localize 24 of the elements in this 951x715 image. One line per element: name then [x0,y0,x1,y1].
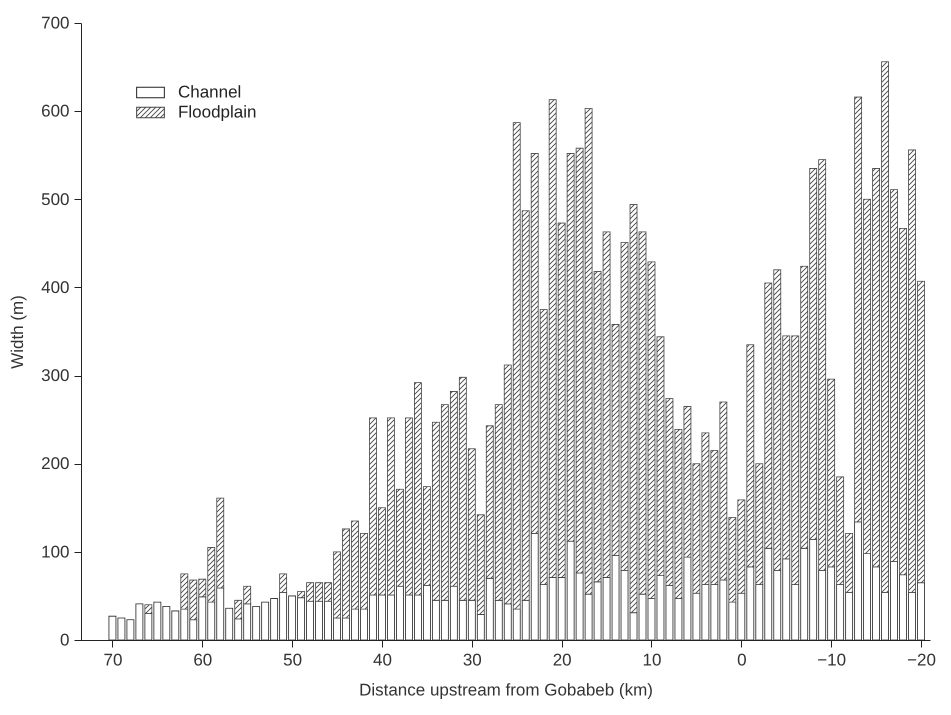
y-tick-label: 500 [41,190,70,209]
x-tick-label: 40 [373,650,392,670]
x-tick-label: 10 [642,650,662,670]
x-tick-label: 20 [552,650,572,670]
y-tick-label: 700 [41,14,70,32]
legend-label: Floodplain [178,102,256,122]
x-tick-label: −20 [907,650,936,670]
x-tick-label: −10 [817,650,846,670]
y-tick-label: 400 [41,278,70,297]
y-tick-label: 600 [41,102,70,121]
x-axis-title: Distance upstream from Gobabeb (km) [359,680,653,700]
y-tick-label: 300 [41,366,70,386]
legend-label: Channel [178,82,242,102]
x-tick-label: 60 [193,650,212,670]
x-tick-label: 70 [103,650,122,670]
y-tick-label: 0 [60,630,70,650]
x-tick-label: 50 [283,650,302,670]
y-axis-title: Width (m) [8,295,28,369]
x-tick-label: 0 [737,650,747,670]
bar [144,604,152,614]
x-tick-label: 30 [462,650,482,670]
bar [279,573,288,593]
y-tick-label: 200 [41,454,70,474]
y-tick-label: 100 [41,542,70,562]
